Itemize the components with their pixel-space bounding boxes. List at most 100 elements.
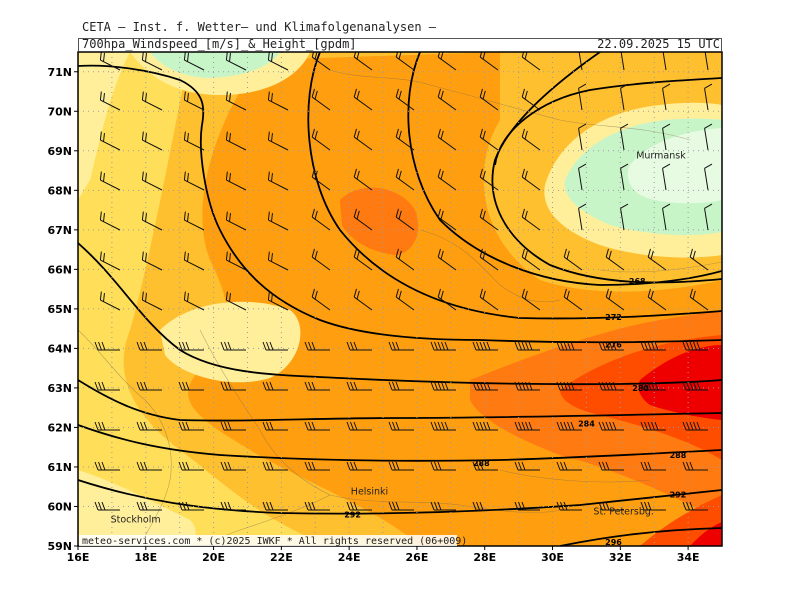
latitude-tick-label: 59N bbox=[47, 540, 72, 553]
wind-barb-feather bbox=[99, 91, 102, 101]
wind-barb-feather bbox=[356, 130, 360, 140]
wind-barb-staff bbox=[395, 56, 415, 71]
wind-barb bbox=[183, 171, 205, 191]
latitude-tick-label: 67N bbox=[47, 224, 72, 237]
wind-barb-feather bbox=[440, 250, 444, 260]
latitude-tick-label: 63N bbox=[47, 382, 72, 395]
wind-barb-feather bbox=[476, 381, 480, 391]
wind-barb-feather bbox=[472, 341, 477, 351]
wind-barb-feather bbox=[220, 421, 225, 431]
contour-label: 272 bbox=[605, 313, 622, 322]
wind-barb-feather bbox=[311, 168, 315, 178]
wind-barb-feather bbox=[479, 381, 484, 391]
wind-barb-feather bbox=[514, 461, 519, 471]
wind-barb-feather bbox=[521, 461, 526, 471]
wind-barb-feather bbox=[441, 341, 445, 351]
wind-barb-staff bbox=[142, 59, 163, 71]
wind-barb-staff bbox=[142, 99, 163, 111]
wind-barb-feather bbox=[185, 461, 190, 471]
subtitle-frame bbox=[78, 38, 722, 51]
wind-barb-feather bbox=[570, 341, 575, 351]
wind-barb bbox=[311, 168, 331, 191]
wind-barb-feather bbox=[350, 381, 354, 391]
wind-barb bbox=[99, 211, 121, 231]
wind-barb-feather bbox=[227, 501, 232, 511]
wind-barb-staff bbox=[689, 256, 709, 271]
wind-barb bbox=[556, 341, 582, 351]
wind-barb-feather bbox=[644, 461, 648, 471]
wind-barb-feather bbox=[103, 293, 105, 302]
wind-barb-feather bbox=[311, 52, 315, 58]
wind-barb-feather bbox=[143, 341, 148, 351]
wind-barb-feather bbox=[682, 461, 687, 471]
wind-barb-feather bbox=[346, 421, 351, 431]
wind-barb-feather bbox=[392, 461, 396, 471]
wind-barb-feather bbox=[479, 501, 484, 511]
wind-barb bbox=[640, 461, 666, 471]
wind-barb-feather bbox=[644, 421, 648, 431]
wind-barb bbox=[225, 131, 247, 151]
wind-barb-feather bbox=[620, 163, 629, 169]
wind-barb-feather bbox=[521, 381, 526, 391]
wind-barb-feather bbox=[609, 381, 613, 391]
wind-barb-feather bbox=[440, 210, 444, 220]
wind-barb-staff bbox=[521, 176, 541, 191]
wind-barb-feather bbox=[353, 421, 358, 431]
wind-barb bbox=[430, 421, 456, 431]
wind-barb-feather bbox=[686, 421, 690, 431]
wind-barb-staff bbox=[353, 56, 373, 71]
wind-barb-feather bbox=[187, 213, 189, 222]
wind-barb-staff bbox=[647, 256, 667, 271]
wind-barb-feather bbox=[136, 461, 141, 471]
place-label: Helsinki bbox=[351, 487, 388, 498]
wind-barb bbox=[472, 341, 498, 351]
wind-barb-feather bbox=[225, 171, 228, 181]
wind-barb-feather bbox=[271, 53, 273, 62]
wind-barb-feather bbox=[556, 501, 561, 511]
wind-barb-feather bbox=[689, 461, 694, 471]
wind-barb-feather bbox=[225, 251, 228, 261]
wind-barb-feather bbox=[101, 341, 106, 351]
wind-barb-feather bbox=[136, 421, 141, 431]
wind-barb-feather bbox=[514, 381, 519, 391]
wind-barb bbox=[388, 341, 414, 351]
wind-barb-feather bbox=[482, 290, 486, 300]
contour-292 bbox=[78, 479, 722, 515]
wind-barb-feather bbox=[430, 501, 435, 511]
wind-barb-feather bbox=[99, 291, 102, 301]
wind-barb-feather bbox=[395, 52, 399, 58]
wind-barb-feather bbox=[689, 501, 694, 511]
wind-barb-feather bbox=[229, 133, 231, 142]
wind-barb-feather bbox=[605, 288, 609, 298]
place-label: Murmansk bbox=[636, 151, 686, 162]
wind-barb bbox=[267, 291, 289, 311]
wind-barb bbox=[388, 421, 414, 431]
wind-barb-feather bbox=[178, 461, 183, 471]
wind-barb-feather bbox=[570, 381, 575, 391]
latitude-tick-labels: 59N 60N 61N 62N 63N 64N 65N 66N 67N 68N 69N 70N 71N bbox=[47, 66, 78, 553]
wind-barb-feather bbox=[482, 250, 486, 260]
wind-barb-feather bbox=[271, 253, 273, 262]
wind-barb bbox=[220, 421, 246, 431]
wind-barb bbox=[704, 123, 713, 151]
wind-barb-feather bbox=[644, 381, 648, 391]
wind-barb-feather bbox=[311, 288, 315, 298]
wind-barb bbox=[183, 52, 205, 71]
wind-barb bbox=[521, 288, 541, 311]
wind-barb-feather bbox=[437, 501, 442, 511]
wind-barb-feather bbox=[182, 341, 186, 351]
longitude-tick-label: 32E bbox=[609, 551, 632, 564]
wind-barb-feather bbox=[693, 421, 697, 431]
wind-barb-feather bbox=[262, 341, 267, 351]
wind-barb bbox=[388, 501, 414, 511]
wind-barb-feather bbox=[602, 421, 606, 431]
wind-barb bbox=[353, 208, 373, 231]
wind-barb-feather bbox=[692, 290, 696, 300]
wind-barb-feather bbox=[311, 88, 315, 98]
wind-barb bbox=[479, 128, 499, 151]
wind-barb-feather bbox=[141, 131, 144, 141]
wind-barb bbox=[141, 52, 163, 71]
wind-barb-feather bbox=[612, 341, 617, 351]
wind-barb-feather bbox=[662, 203, 671, 209]
wind-barb bbox=[94, 341, 120, 351]
